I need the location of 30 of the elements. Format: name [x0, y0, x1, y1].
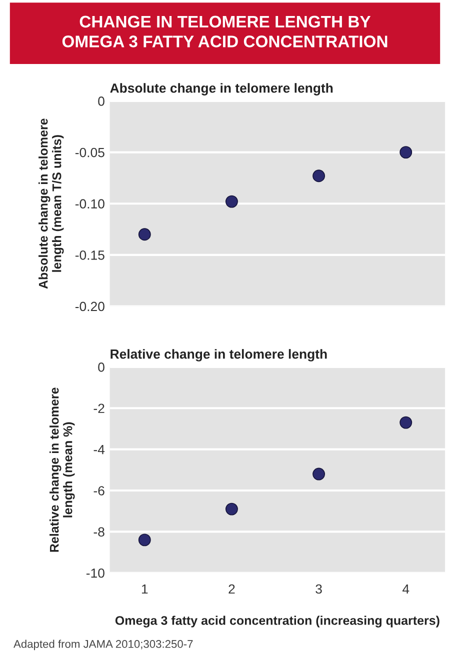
- x-tick-label: 3: [316, 584, 322, 594]
- point: [138, 534, 151, 546]
- x-axis-title: Omega 3 fatty acid concentration (increasing quarters): [115, 616, 440, 628]
- y-axis-title: Relative change in telomere length (mean %): [50, 388, 75, 552]
- y-tick-label: 0: [98, 96, 104, 106]
- point: [400, 146, 412, 159]
- y-tick-label: -2: [94, 404, 104, 413]
- point: [312, 468, 326, 480]
- x-tick-label: 2: [228, 584, 235, 594]
- point: [138, 228, 151, 241]
- point: [225, 195, 238, 208]
- y-tick-label: 0: [98, 362, 104, 372]
- chart-subtitle: Relative change in telomere length: [110, 349, 327, 362]
- point: [225, 502, 238, 516]
- x-tick-label: 4: [402, 584, 410, 594]
- chart-subtitle: Absolute change in telomere length: [110, 83, 333, 96]
- y-tick-label: -0.05: [75, 148, 104, 158]
- y-tick-label: -8: [94, 527, 104, 537]
- y-tick-label: -4: [94, 445, 105, 454]
- x-tick-label: 1: [142, 584, 148, 594]
- y-tick-label: -10: [86, 568, 104, 578]
- y-axis-title: Absolute change in telomere length (mean T/S units): [38, 118, 64, 289]
- y-tick-label: -6: [94, 486, 104, 496]
- y-tick-label: -0.10: [75, 199, 104, 209]
- y-tick-label: -0.15: [75, 250, 104, 260]
- text: Adapted from JAMA 2010;303:250-7: [14, 640, 193, 650]
- point: [312, 170, 326, 182]
- y-tick-label: -0.20: [75, 302, 104, 312]
- chart-title: CHANGE IN TELOMERE LENGTH BY OMEGA 3 FATTY ACID CONCENTRATION: [62, 16, 388, 48]
- point: [400, 416, 412, 429]
